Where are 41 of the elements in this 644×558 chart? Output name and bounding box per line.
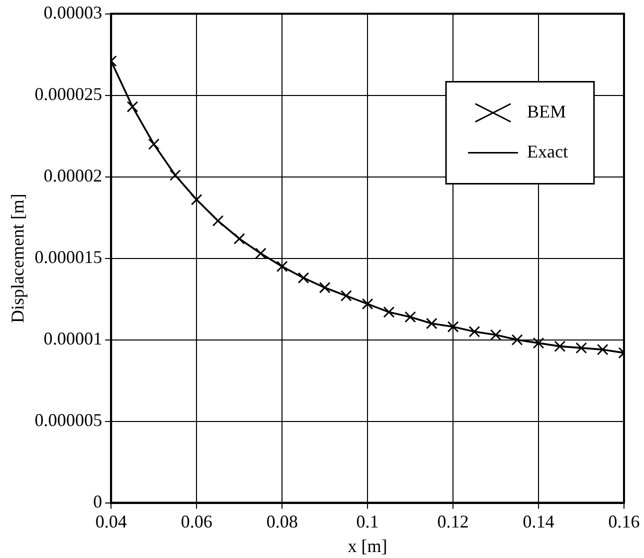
x-axis-title: x [m] [348, 536, 388, 556]
x-tick-label: 0.16 [608, 511, 640, 532]
point [126, 101, 138, 112]
point [190, 194, 202, 206]
point [298, 272, 310, 284]
y-tick-label: 0 [93, 492, 102, 512]
point [212, 215, 224, 227]
point [554, 340, 566, 352]
point [170, 169, 181, 181]
y-axis-title: Displacement [m] [8, 194, 28, 324]
x-tick-label: 0.1 [356, 511, 379, 532]
point [576, 342, 587, 354]
y-tick-label: 0.000015 [34, 247, 102, 268]
x-tick-label: 0.06 [180, 511, 212, 532]
point [404, 311, 416, 323]
point [468, 326, 480, 338]
x-tick-label: 0.08 [266, 511, 298, 532]
point [340, 290, 352, 302]
point [362, 298, 374, 310]
legend-label: BEM [527, 102, 566, 122]
point [426, 318, 438, 330]
x-tick-label: 0.04 [95, 511, 127, 532]
legend-label: Exact [527, 142, 568, 162]
x-tick-label: 0.14 [522, 511, 554, 532]
y-tick-label: 0.00003 [44, 2, 102, 23]
point [596, 344, 608, 356]
point [383, 306, 395, 318]
point [276, 260, 288, 272]
y-tick-label: 0.00001 [44, 328, 102, 349]
point [511, 334, 523, 346]
y-tick-label: 0.000025 [34, 84, 102, 104]
point [447, 321, 459, 332]
point [490, 329, 502, 341]
point [254, 248, 266, 260]
point [319, 282, 331, 294]
point [234, 233, 246, 244]
point [148, 138, 160, 150]
y-tick-label: 0.00002 [44, 166, 102, 186]
x-tick-label: 0.12 [437, 511, 469, 532]
y-tick-label: 0.000005 [34, 410, 102, 430]
point [532, 337, 544, 349]
